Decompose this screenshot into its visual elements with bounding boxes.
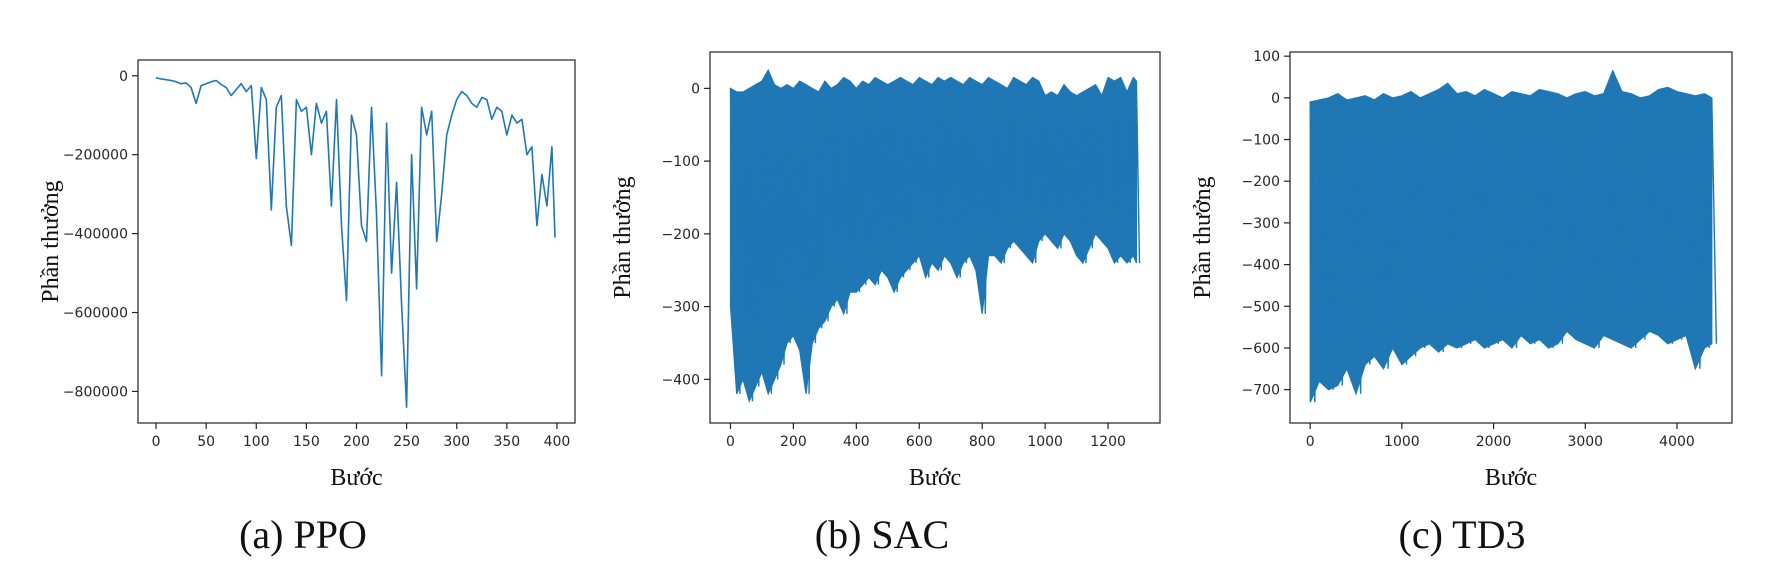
panel-1-xlabel: Bước: [330, 465, 382, 491]
panel-3-ytick-label: −400: [1242, 258, 1280, 274]
panel-2-xtick-label: 200: [780, 434, 807, 450]
panel-2-xtick-label: 0: [726, 434, 735, 450]
panel-3-xtick-label: 2000: [1476, 434, 1512, 450]
panel-2-xtick-label: 400: [843, 434, 870, 450]
panel-2-series-line: [729, 70, 1141, 402]
panel-1-series-line: [155, 77, 556, 409]
panel-2-xlabel: Bước: [909, 465, 961, 491]
panel-2-xtick-label: 1200: [1090, 434, 1126, 450]
panel-3-ytick-label: 100: [1253, 49, 1280, 65]
panel-3-ylabel: Phần thưởng: [1190, 176, 1216, 298]
panel-3-ytick-label: 0: [1271, 91, 1280, 107]
panel-1-xtick-label: 150: [293, 434, 320, 450]
panel-3-xtick-label: 0: [1306, 434, 1315, 450]
panel-3-ytick-label: −600: [1242, 341, 1280, 357]
panel-1-xtick-label: 50: [197, 434, 215, 450]
panel-1-caption: (a) PPO: [239, 512, 367, 557]
panel-1-xtick-label: 250: [393, 434, 420, 450]
panel-1-ylabel: Phần thưởng: [38, 180, 64, 302]
panel-1-xtick-label: 100: [243, 434, 270, 450]
panel-2-ytick-label: −100: [662, 154, 700, 170]
panel-2-axes-frame: [709, 51, 1161, 424]
panel-3-ytick-label: −300: [1242, 216, 1280, 232]
panel-1-ytick-label: −600000: [63, 306, 128, 322]
panel-2-xtick-label: 800: [969, 434, 996, 450]
panel-1-ytick-label: −800000: [63, 384, 128, 400]
panel-2-caption: (b) SAC: [815, 512, 949, 557]
panel-3-xtick-label: 1000: [1384, 434, 1420, 450]
panel-2-ytick-label: −400: [662, 372, 700, 388]
panel-3-ytick-label: −200: [1242, 174, 1280, 190]
panel-3-ytick-label: −100: [1242, 133, 1280, 149]
panel-1-xtick-label: 300: [443, 434, 470, 450]
panel-3-caption: (c) TD3: [1399, 512, 1526, 557]
panel-1-axes-frame: [137, 59, 576, 424]
panel-3-xlabel: Bước: [1485, 465, 1537, 491]
panel-1-ytick-label: −400000: [63, 227, 128, 243]
panel-3-ytick-label: −500: [1242, 299, 1280, 315]
panel-1-ytick-label: −200000: [63, 148, 128, 164]
panel-3-xtick-label: 3000: [1567, 434, 1603, 450]
panel-3-axes-frame: [1289, 51, 1733, 424]
panel-2-ytick-label: −200: [662, 227, 700, 243]
panel-1-xtick-label: 400: [544, 434, 571, 450]
panel-1-xtick-label: 0: [152, 434, 161, 450]
panel-3-xtick-label: 4000: [1659, 434, 1695, 450]
panel-2-ytick-label: 0: [691, 81, 700, 97]
panel-3-ytick-label: −700: [1242, 383, 1280, 399]
panel-3-series-line: [1309, 70, 1718, 403]
panel-1-ytick-label: 0: [119, 69, 128, 85]
panel-2-ylabel: Phần thưởng: [610, 176, 636, 298]
panel-1-xtick-label: 350: [493, 434, 520, 450]
panel-1-xtick-label: 200: [343, 434, 370, 450]
panel-2-xtick-label: 1000: [1027, 434, 1063, 450]
panel-2-ytick-label: −300: [662, 300, 700, 316]
panel-2-xtick-label: 600: [906, 434, 933, 450]
